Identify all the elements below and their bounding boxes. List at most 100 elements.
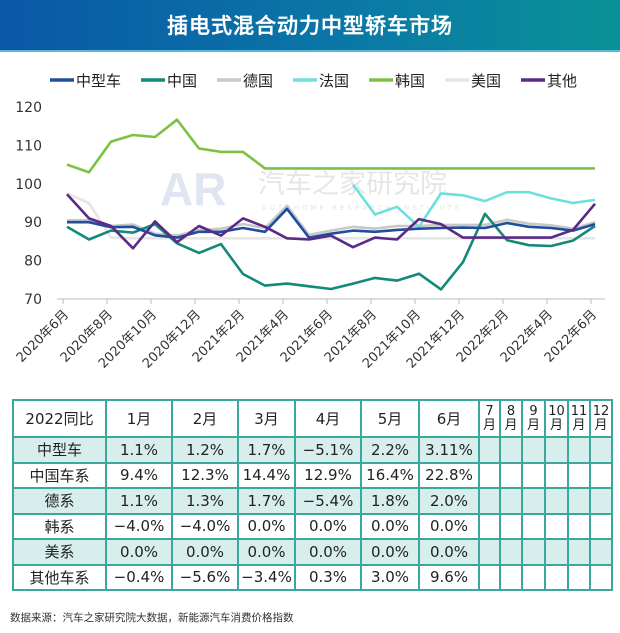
table-cell — [499, 487, 523, 515]
table-cell: −5.6% — [171, 563, 239, 591]
legend-label-1: 中国 — [167, 72, 197, 90]
row-label: 其他车系 — [12, 563, 107, 591]
table-header-cell: 9月 — [521, 399, 546, 438]
page-title: 插电式混合动力中型轿车市场 — [167, 14, 453, 38]
table-cell: 1.1% — [105, 487, 173, 515]
table-header-cell: 6月 — [418, 399, 480, 438]
table-cell: −4.0% — [171, 512, 239, 540]
series-line-韩国 — [66, 118, 595, 174]
table-row: 中国车系 9.4% 12.3% 14.4% 12.9% 16.4% 22.8% — [12, 461, 613, 489]
yoy-table: 2022同比 1月 2月 3月 4月 5月 6月 7月 8月 9月 10月 11月 12月 中型车 1.1%… — [12, 399, 613, 591]
table-cell: 0.0% — [294, 512, 362, 540]
table-cell — [521, 563, 546, 591]
series-line-其他 — [66, 193, 596, 250]
table-cell: 0.0% — [418, 538, 480, 566]
table-cell — [544, 436, 569, 464]
table-cell: 12.3% — [171, 461, 239, 489]
legend-label-4: 韩国 — [395, 72, 425, 90]
table-cell: −5.4% — [294, 487, 362, 515]
table-cell — [499, 436, 523, 464]
table-cell — [478, 487, 501, 515]
table-cell: 0.0% — [105, 538, 173, 566]
table-cell — [544, 563, 569, 591]
series-line-法国 — [351, 183, 596, 229]
table-header-cell: 4月 — [294, 399, 362, 438]
y-tick-label: 100 — [15, 177, 42, 193]
table-cell: 12.9% — [294, 461, 362, 489]
table-cell: 0.0% — [171, 538, 239, 566]
table-cell — [567, 461, 591, 489]
data-source-note: 数据来源：汽车之家研究院大数据，新能源汽车消费价格指数 — [10, 612, 294, 624]
table-cell — [567, 487, 591, 515]
line-chart: AR 汽车之家研究院 AUTOHOME RESEARCH INSTITUTE 中型车 中… — [14, 72, 605, 372]
table-cell: 0.0% — [294, 538, 362, 566]
table-header-cell: 7月 — [478, 399, 501, 438]
table-cell — [521, 538, 546, 566]
y-tick-label: 80 — [24, 254, 42, 270]
table-cell: −4.0% — [105, 512, 173, 540]
row-label: 德系 — [12, 487, 107, 515]
table-cell: 9.4% — [105, 461, 173, 489]
table-cell — [521, 512, 546, 540]
table-cell: 0.0% — [237, 512, 296, 540]
row-label: 中型车 — [12, 436, 107, 464]
y-tick-label: 70 — [24, 292, 42, 308]
table-cell — [478, 512, 501, 540]
row-label: 美系 — [12, 538, 107, 566]
table-header-cell: 10月 — [544, 399, 569, 438]
table-cell — [499, 563, 523, 591]
table-cell: 0.3% — [294, 563, 362, 591]
table-cell — [589, 436, 613, 464]
series-line-中国 — [66, 212, 596, 291]
table-row: 韩系 −4.0% −4.0% 0.0% 0.0% 0.0% 0.0% — [12, 512, 613, 540]
table-header-cell: 2022同比 — [12, 399, 107, 438]
table-header-cell: 12月 — [589, 399, 613, 438]
table-cell: 1.3% — [171, 487, 239, 515]
table-cell — [589, 461, 613, 489]
table-row: 德系 1.1% 1.3% 1.7% −5.4% 1.8% 2.0% — [12, 487, 613, 515]
table-cell: −5.1% — [294, 436, 362, 464]
table-cell — [589, 487, 613, 515]
row-label: 中国车系 — [12, 461, 107, 489]
table-cell: 1.7% — [237, 487, 296, 515]
table-cell — [544, 512, 569, 540]
legend-label-5: 美国 — [471, 72, 501, 90]
table-cell: −3.4% — [237, 563, 296, 591]
row-label: 韩系 — [12, 512, 107, 540]
table-row: 中型车 1.1% 1.2% 1.7% −5.1% 2.2% 3.11% — [12, 436, 613, 464]
table-cell: 3.0% — [360, 563, 420, 591]
table-cell: 3.11% — [418, 436, 480, 464]
table-cell — [478, 436, 501, 464]
table-cell: 1.1% — [105, 436, 173, 464]
table-cell — [567, 538, 591, 566]
y-tick-label: 110 — [15, 138, 42, 154]
table-header-cell: 2月 — [171, 399, 239, 438]
table-cell — [589, 512, 613, 540]
table-cell — [499, 512, 523, 540]
series-line-德国 — [67, 204, 596, 237]
table-cell — [544, 538, 569, 566]
table-cell — [499, 461, 523, 489]
watermark-text: 汽车之家研究院 — [258, 169, 447, 200]
watermark-subtext: AUTOHOME RESEARCH INSTITUTE — [262, 204, 462, 212]
table-cell — [567, 563, 591, 591]
table-cell: −0.4% — [105, 563, 173, 591]
table-cell — [567, 512, 591, 540]
table-cell — [478, 461, 501, 489]
table-header-cell: 8月 — [499, 399, 523, 438]
table-cell: 0.0% — [237, 538, 296, 566]
table-cell: 1.8% — [360, 487, 420, 515]
table-cell — [589, 563, 613, 591]
table-cell — [544, 487, 569, 515]
legend-label-2: 德国 — [243, 72, 273, 90]
y-tick-label: 90 — [24, 215, 42, 231]
table-cell — [478, 563, 501, 591]
table-cell — [589, 538, 613, 566]
table-cell: 0.0% — [418, 512, 480, 540]
table-cell — [544, 461, 569, 489]
table-cell — [521, 487, 546, 515]
table-header-cell: 1月 — [105, 399, 173, 438]
legend-label-3: 法国 — [319, 72, 349, 90]
table-header-cell: 3月 — [237, 399, 296, 438]
table-cell — [499, 538, 523, 566]
